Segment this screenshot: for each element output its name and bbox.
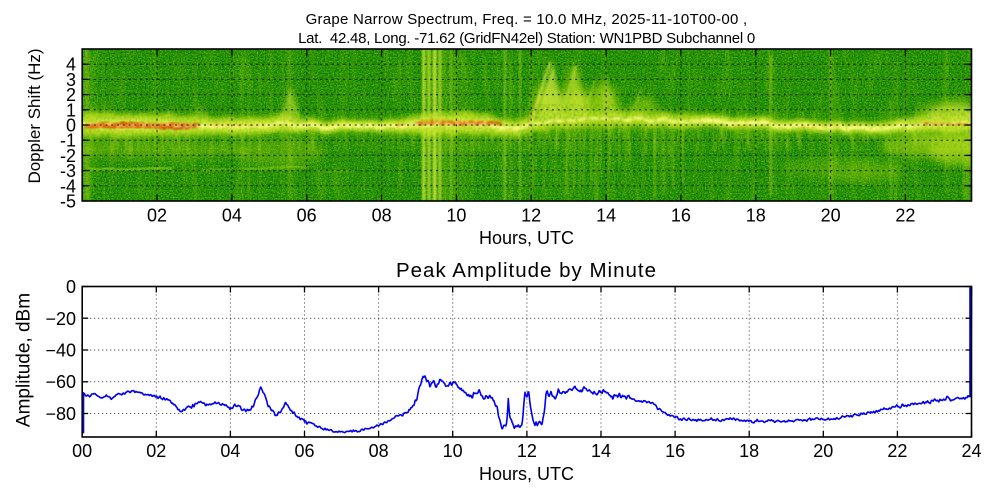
svg-text:-4: -4 [60,176,76,196]
svg-text:06: 06 [294,441,314,461]
svg-text:−20: −20 [45,309,76,329]
svg-text:3: 3 [66,70,76,90]
svg-text:08: 08 [369,441,389,461]
svg-text:−80: −80 [45,404,76,424]
svg-text:Peak Amplitude by Minute: Peak Amplitude by Minute [396,259,657,282]
svg-text:2: 2 [66,85,76,105]
svg-text:02: 02 [147,206,167,226]
svg-text:Doppler Shift (Hz): Doppler Shift (Hz) [25,48,44,183]
svg-text:20: 20 [813,441,833,461]
svg-text:−40: −40 [45,341,76,361]
svg-text:08: 08 [372,206,392,226]
svg-text:-3: -3 [60,161,76,181]
svg-text:24: 24 [961,441,981,461]
svg-text:06: 06 [297,206,317,226]
svg-text:16: 16 [671,206,691,226]
svg-text:22: 22 [895,206,915,226]
svg-text:22: 22 [887,441,907,461]
svg-text:20: 20 [821,206,841,226]
svg-text:4: 4 [66,55,76,75]
svg-text:04: 04 [220,441,240,461]
svg-text:18: 18 [746,206,766,226]
svg-text:-1: -1 [60,131,76,151]
svg-text:04: 04 [222,206,242,226]
svg-text:0: 0 [66,116,76,136]
svg-text:Lat. 42.48, Long. -71.62 (Gri: Lat. 42.48, Long. -71.62 (GridFN42el) St… [298,30,755,47]
svg-text:18: 18 [739,441,759,461]
svg-text:-2: -2 [60,146,76,166]
svg-text:10: 10 [443,441,463,461]
svg-text:-5: -5 [60,192,76,212]
svg-text:Grape Narrow Spectrum, Freq. =: Grape Narrow Spectrum, Freq. = 10.0 MHz,… [306,11,748,28]
svg-text:1: 1 [66,100,76,120]
svg-text:0: 0 [66,277,76,297]
svg-text:Amplitude, dBm: Amplitude, dBm [14,293,35,427]
svg-text:12: 12 [521,206,541,226]
svg-text:16: 16 [665,441,685,461]
svg-text:12: 12 [517,441,537,461]
svg-text:14: 14 [591,441,611,461]
svg-text:14: 14 [596,206,616,226]
svg-text:02: 02 [146,441,166,461]
svg-text:Hours, UTC: Hours, UTC [479,228,574,248]
svg-text:00: 00 [72,441,92,461]
svg-text:Hours, UTC: Hours, UTC [479,464,574,484]
svg-text:−60: −60 [45,372,76,392]
svg-text:10: 10 [446,206,466,226]
